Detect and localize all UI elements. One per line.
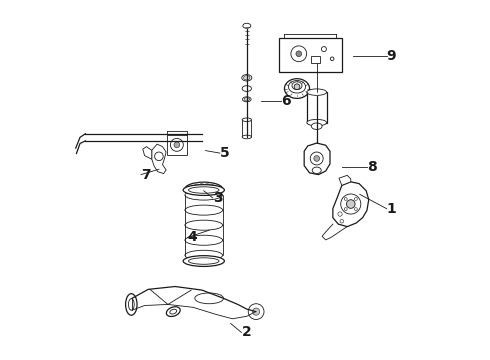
- Ellipse shape: [189, 187, 219, 193]
- Circle shape: [189, 187, 192, 190]
- Ellipse shape: [243, 97, 251, 102]
- Ellipse shape: [128, 299, 134, 310]
- Ellipse shape: [311, 123, 322, 130]
- Ellipse shape: [312, 167, 321, 174]
- Text: 2: 2: [242, 325, 251, 339]
- Ellipse shape: [242, 75, 252, 81]
- Text: 4: 4: [188, 230, 197, 244]
- Text: 7: 7: [141, 168, 150, 182]
- Circle shape: [252, 308, 260, 315]
- Circle shape: [321, 46, 326, 51]
- Ellipse shape: [185, 220, 222, 230]
- Circle shape: [344, 208, 347, 211]
- Circle shape: [314, 156, 319, 161]
- Circle shape: [174, 142, 180, 148]
- Ellipse shape: [195, 293, 223, 304]
- Text: 6: 6: [281, 94, 291, 108]
- Circle shape: [216, 188, 219, 191]
- Ellipse shape: [195, 186, 212, 192]
- Ellipse shape: [167, 307, 180, 316]
- Polygon shape: [304, 143, 330, 175]
- Circle shape: [310, 152, 323, 165]
- Circle shape: [215, 185, 218, 188]
- Circle shape: [197, 192, 200, 195]
- Ellipse shape: [307, 89, 326, 95]
- Ellipse shape: [125, 294, 137, 315]
- Ellipse shape: [307, 120, 326, 126]
- Circle shape: [341, 194, 361, 214]
- Bar: [279, 39, 342, 72]
- Ellipse shape: [190, 184, 217, 194]
- Circle shape: [354, 208, 357, 211]
- Circle shape: [340, 220, 343, 223]
- Ellipse shape: [242, 118, 251, 122]
- Ellipse shape: [185, 250, 222, 260]
- Ellipse shape: [242, 86, 251, 91]
- Circle shape: [248, 304, 264, 319]
- Circle shape: [346, 200, 355, 208]
- Circle shape: [291, 46, 307, 62]
- Ellipse shape: [244, 76, 250, 80]
- Text: 1: 1: [387, 202, 396, 216]
- Circle shape: [191, 185, 194, 188]
- Circle shape: [354, 198, 357, 201]
- Text: 8: 8: [367, 161, 377, 175]
- Ellipse shape: [183, 185, 224, 195]
- Bar: [311, 55, 319, 63]
- Polygon shape: [143, 147, 152, 159]
- Circle shape: [330, 57, 334, 60]
- Circle shape: [195, 184, 197, 186]
- Bar: [167, 135, 187, 155]
- Circle shape: [211, 184, 214, 187]
- Ellipse shape: [189, 258, 219, 264]
- Ellipse shape: [183, 256, 224, 266]
- Ellipse shape: [243, 23, 251, 28]
- Circle shape: [344, 198, 347, 201]
- Ellipse shape: [289, 81, 306, 93]
- Bar: [307, 92, 327, 123]
- Circle shape: [203, 192, 206, 195]
- Ellipse shape: [185, 182, 222, 196]
- Circle shape: [155, 152, 163, 161]
- Ellipse shape: [285, 79, 310, 98]
- Text: 5: 5: [220, 146, 230, 160]
- Circle shape: [209, 192, 212, 194]
- Circle shape: [338, 212, 342, 216]
- Circle shape: [296, 51, 302, 57]
- Circle shape: [200, 183, 203, 186]
- Circle shape: [294, 84, 300, 90]
- Polygon shape: [339, 175, 351, 185]
- Circle shape: [206, 183, 209, 186]
- Ellipse shape: [244, 98, 249, 101]
- Text: 9: 9: [387, 49, 396, 63]
- Ellipse shape: [185, 235, 222, 245]
- Circle shape: [216, 188, 219, 190]
- Polygon shape: [333, 182, 368, 226]
- Circle shape: [214, 190, 217, 193]
- Circle shape: [190, 189, 193, 192]
- Bar: [242, 120, 251, 137]
- Text: 3: 3: [213, 191, 222, 205]
- Ellipse shape: [185, 205, 222, 215]
- Ellipse shape: [185, 190, 222, 200]
- Ellipse shape: [170, 309, 177, 314]
- Polygon shape: [152, 144, 166, 174]
- Ellipse shape: [292, 82, 302, 90]
- Ellipse shape: [242, 135, 251, 139]
- Circle shape: [193, 191, 196, 194]
- Circle shape: [171, 138, 183, 151]
